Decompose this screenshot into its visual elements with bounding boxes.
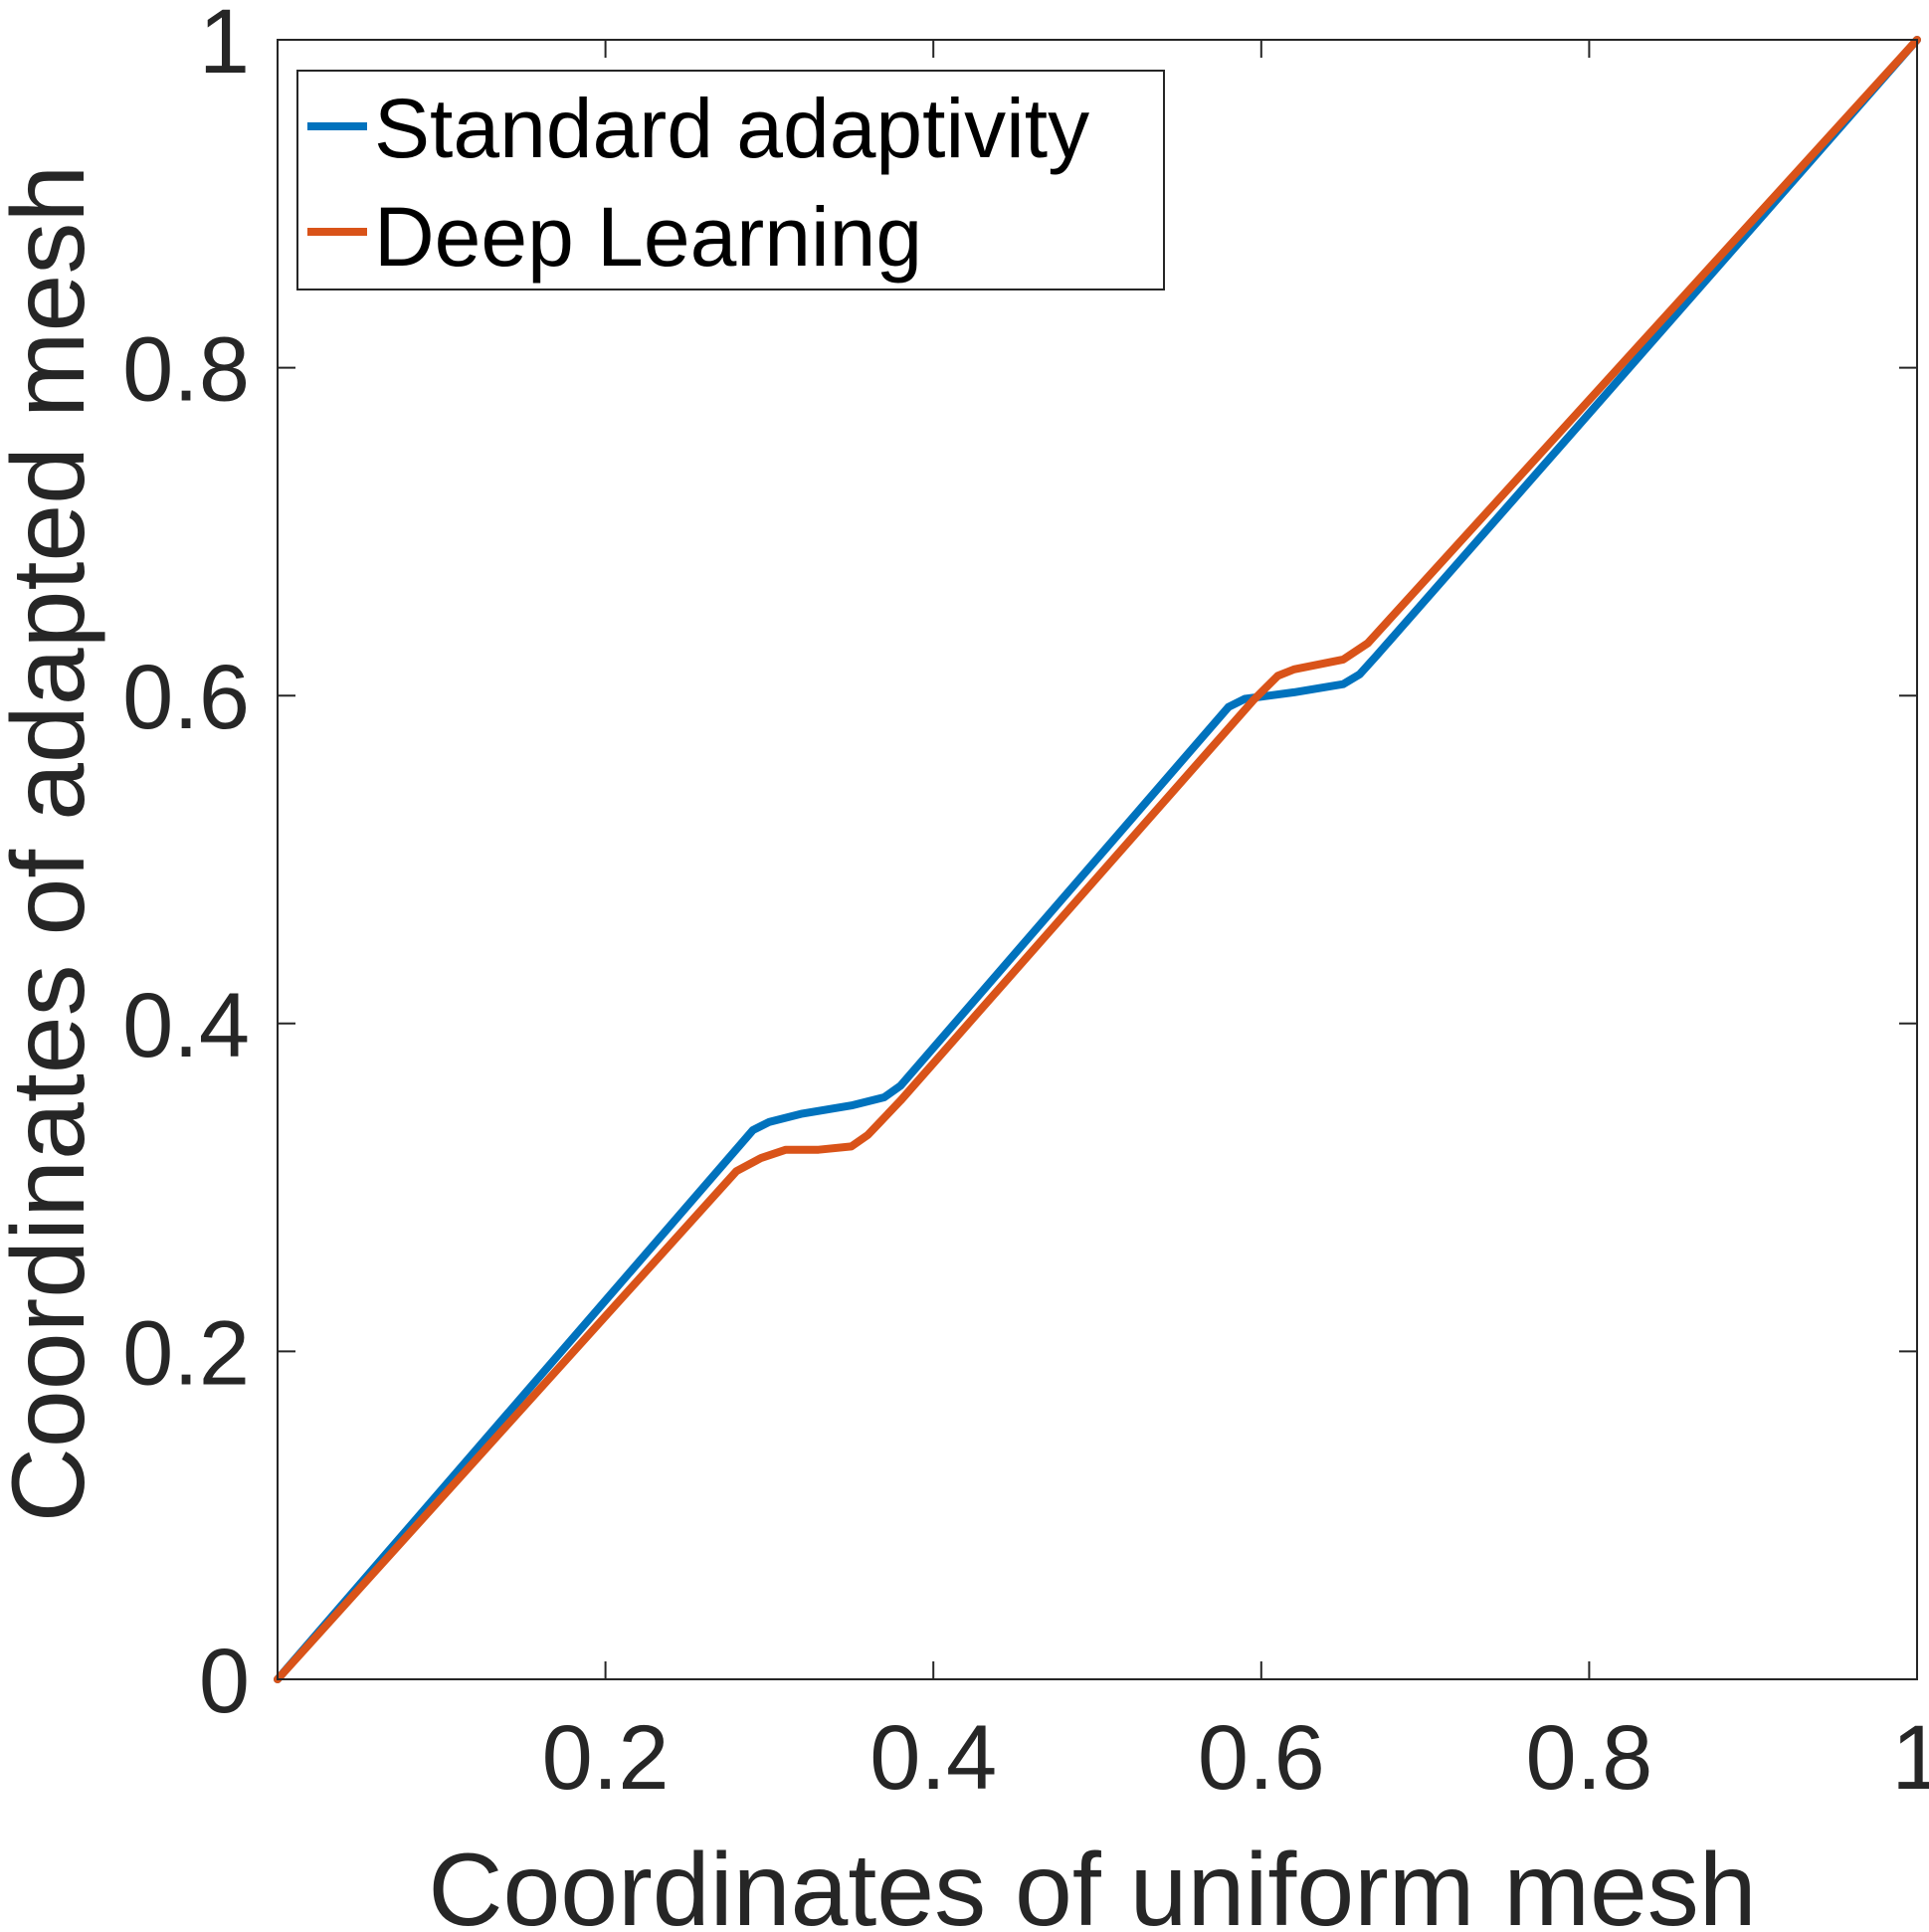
plot-area-frame <box>277 39 1918 1680</box>
y-tick-label: 0.4 <box>122 975 250 1076</box>
y-tick-label: 0.8 <box>122 319 250 421</box>
y-tick-label: 0.6 <box>122 647 250 748</box>
y-axis-label: Coordinates of adapted mesh <box>0 165 106 1522</box>
legend-label-deep-learning: Deep Learning <box>374 190 922 284</box>
legend-label-standard-adaptivity: Standard adaptivity <box>374 82 1089 175</box>
legend-box <box>296 70 1165 290</box>
series-line-deep-learning <box>274 36 1921 1683</box>
y-tick-label: 0.2 <box>122 1302 250 1404</box>
x-tick-label: 0.6 <box>1198 1707 1325 1809</box>
legend: Standard adaptivity Deep Learning <box>296 70 1165 290</box>
y-tick-label: 1 <box>199 0 250 93</box>
x-tick-label: 1 <box>1891 1707 1929 1809</box>
x-axis-label: Coordinates of uniform mesh <box>428 1833 1756 1932</box>
x-tick-label: 0.8 <box>1525 1707 1652 1809</box>
y-tick-label: 0 <box>199 1631 250 1732</box>
x-tick-label: 0.4 <box>869 1707 997 1809</box>
x-tick-label: 0.2 <box>542 1707 670 1809</box>
series-line-standard-adaptivity <box>274 36 1921 1683</box>
